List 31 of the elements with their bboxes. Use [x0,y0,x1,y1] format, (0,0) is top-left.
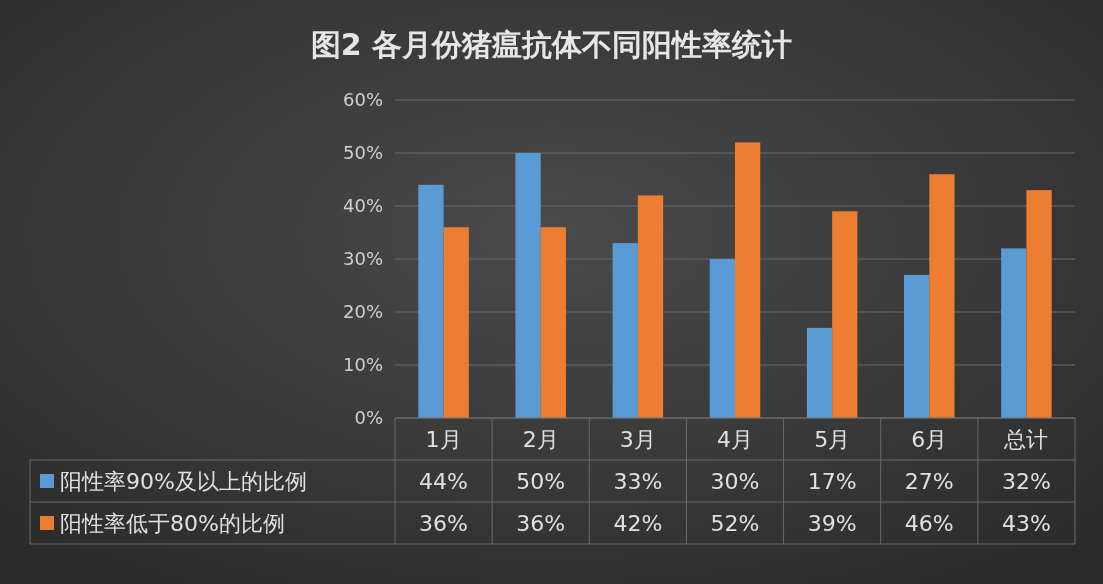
x-tick-label: 总计 [1003,426,1049,452]
data-label: 43% [1001,510,1051,536]
data-label: 27% [904,468,954,494]
x-tick-label: 4月 [717,426,753,452]
data-label: 30% [710,468,760,494]
x-tick-label: 5月 [814,426,851,452]
chart-title: 图2 各月份猪瘟抗体不同阳性率统计 [310,27,793,62]
y-tick-label: 60% [342,89,383,111]
data-label: 52% [710,510,760,536]
data-label: 42% [613,510,663,536]
y-tick-label: 0% [354,407,383,429]
y-tick-label: 30% [342,248,383,270]
data-label: 33% [613,468,663,494]
y-tick-label: 10% [342,354,383,376]
legend-label: 阳性率90%及以上的比例 [60,468,307,494]
y-tick-label: 50% [342,142,383,164]
y-tick-label: 20% [342,301,383,323]
data-label: 36% [419,510,469,536]
y-tick-label: 40% [342,195,383,217]
x-tick-label: 6月 [911,426,948,452]
data-label: 44% [419,468,469,494]
data-label: 50% [516,468,566,494]
data-label: 39% [807,510,857,536]
data-label: 46% [904,510,954,536]
x-tick-label: 1月 [425,426,462,452]
data-label: 36% [516,510,566,536]
x-tick-label: 3月 [619,426,656,452]
legend-label: 阳性率低于80%的比例 [60,510,285,536]
x-tick-label: 2月 [522,426,559,452]
data-label: 17% [807,468,857,494]
data-label: 32% [1001,468,1051,494]
